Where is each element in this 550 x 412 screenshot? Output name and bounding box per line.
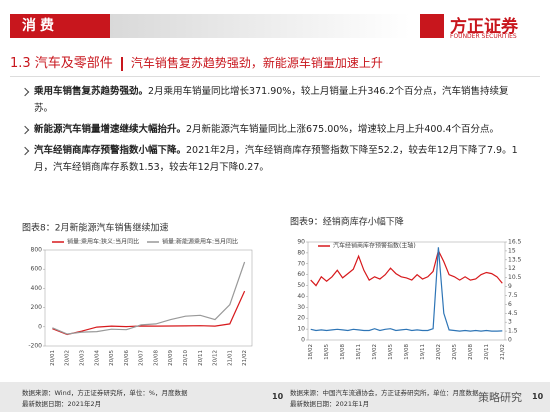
page-number: 10: [532, 392, 544, 401]
legend-label: 汽车经销商库存预警指数(主轴): [333, 242, 416, 250]
bullet-lead: 汽车经销商库存预警指数小幅下降。: [34, 145, 187, 156]
y-tick-label: 30: [297, 304, 305, 311]
x-tick-label: 20/07: [139, 350, 145, 366]
legend-label: 销量:新能源乘用车:当月同比: [162, 238, 238, 246]
header: 消费 方正证券 FOUNDER SECURITIES: [0, 0, 550, 46]
y-tick-label: 10: [297, 326, 305, 333]
source-date: 最新数据日期：2021年1月: [290, 400, 370, 408]
bullet: 乘用车销售复苏趋势强劲。2月乘用车销量同比增长371.90%，较上月销量上升34…: [22, 83, 522, 117]
x-tick-label: 19/08: [404, 344, 410, 360]
x-tick-label: 20/01: [50, 350, 56, 366]
legend-label: 销量:乘用车:狭义:当月同比: [67, 238, 139, 246]
y-tick-label: 70: [297, 260, 305, 267]
x-tick-label: 18/11: [356, 344, 362, 360]
y2-tick-label: 13.5: [508, 256, 522, 263]
y2-tick-label: 10.5: [508, 274, 522, 281]
y-tick-label: -200: [28, 343, 42, 350]
bullets: 乘用车销售复苏趋势强劲。2月乘用车销量同比增长371.90%，较上月销量上升34…: [22, 83, 522, 180]
x-tick-label: 18/08: [340, 344, 346, 360]
x-tick-label: 20/12: [213, 350, 219, 366]
chart-title: 图表9：经销商库存小幅下降: [290, 216, 404, 228]
y-tick-label: 90: [297, 239, 305, 246]
x-tick-label: 21/02: [242, 350, 248, 366]
y2-tick-label: 0: [508, 337, 512, 344]
divider: [120, 56, 123, 71]
x-tick-label: 21/02: [500, 344, 506, 360]
y-tick-label: 200: [31, 304, 43, 311]
x-tick-label: 20/08: [468, 344, 474, 360]
y-tick-label: 800: [31, 247, 43, 254]
chart-title: 图表8：2月新能源汽车销售继续加速: [22, 222, 168, 234]
x-tick-label: 20/05: [109, 350, 115, 366]
y-tick-label: 400: [31, 285, 43, 292]
x-tick-label: 20/06: [124, 350, 130, 366]
section-subtitle: 汽车销售复苏趋势强劲，新能源车销量加速上升: [130, 56, 383, 70]
tag-bar: [110, 14, 410, 38]
plot-frame: [44, 249, 253, 347]
footer: 数据来源：Wind，方正证券研究所，单位：%，月度数据 最新数据日期：2021年…: [0, 382, 550, 412]
bullet: 汽车经销商库存预警指数小幅下降。2021年2月，汽车经销商库存预警指数下降至52…: [22, 142, 522, 176]
bullet-text: 2021年2月，汽车经销商库存预警指数下降至52.2，较去年12月下降了7.9。…: [34, 145, 518, 173]
y-tick-label: 50: [297, 282, 305, 289]
y2-tick-label: 15: [508, 247, 516, 254]
y2-tick-label: 3: [508, 319, 512, 326]
x-tick-label: 20/09: [168, 350, 174, 366]
x-tick-label: 18/02: [308, 344, 314, 360]
x-tick-label: 19/02: [372, 344, 378, 360]
logo-name: 方正证券: [450, 17, 518, 37]
y2-tick-label: 6: [508, 301, 512, 308]
y2-tick-label: 9: [508, 283, 512, 290]
x-tick-label: 20/02: [65, 350, 71, 366]
y-tick-label: 20: [297, 315, 305, 322]
section-tag: 消费: [10, 14, 110, 38]
y-tick-label: 60: [297, 271, 305, 278]
section-number: 1.3 汽车及零部件: [10, 56, 113, 71]
source: 数据来源：Wind，方正证券研究所，单位：%，月度数据: [22, 389, 188, 397]
x-tick-label: 21/01: [227, 350, 233, 366]
y2-tick-label: 1.5: [508, 328, 518, 335]
x-tick-label: 18/05: [324, 344, 330, 360]
series-line: [52, 261, 246, 335]
x-tick-label: 20/08: [153, 350, 159, 366]
bullet-lead: 新能源汽车销量增速继续大幅抬升。: [34, 124, 187, 135]
bullet-text: 2月乘用车销量同比增长371.90%，较上月销量上升346.2个百分点，汽车销售…: [34, 86, 509, 114]
source-date: 最新数据日期：2021年2月: [22, 400, 102, 408]
page-number: 10: [272, 392, 284, 401]
bullet: 新能源汽车销量增速继续大幅抬升。2月新能源汽车销量同比上涨675.00%，增速较…: [22, 121, 522, 138]
y2-tick-label: 16.5: [508, 239, 522, 246]
x-tick-label: 20/11: [198, 350, 204, 366]
y-tick-label: 0: [38, 323, 42, 330]
y2-tick-label: 7.5: [508, 292, 518, 299]
logo-icon: [420, 14, 444, 38]
y2-tick-label: 12: [508, 265, 516, 272]
plot-frame: [307, 241, 506, 341]
series-line: [52, 290, 246, 336]
watermark: 策略研究: [478, 391, 522, 404]
logo: 方正证券 FOUNDER SECURITIES: [420, 12, 540, 46]
series-line: [310, 248, 503, 287]
bullet-lead: 乘用车销售复苏趋势强劲。: [34, 86, 149, 97]
y-tick-label: 40: [297, 293, 305, 300]
x-tick-label: 20/05: [452, 344, 458, 360]
x-tick-label: 20/10: [183, 350, 189, 366]
y-tick-label: 80: [297, 249, 305, 256]
y2-tick-label: 4.5: [508, 310, 518, 317]
logo-en: FOUNDER SECURITIES: [450, 33, 517, 40]
x-tick-label: 20/02: [436, 344, 442, 360]
x-tick-label: 20/03: [79, 350, 85, 366]
series-line: [310, 247, 503, 332]
source: 数据来源：中国汽车流通协会，方正证券研究所，单位：月度数据: [290, 389, 479, 397]
y-tick-label: 0: [301, 337, 305, 344]
x-tick-label: 19/11: [420, 344, 426, 360]
x-tick-label: 20/04: [94, 350, 100, 366]
section-title: 1.3 汽车及零部件 汽车销售复苏趋势强劲，新能源车销量加速上升: [10, 52, 540, 77]
bullet-text: 2月新能源汽车销量同比上涨675.00%，增速较上月上升400.4个百分点。: [186, 124, 500, 135]
x-tick-label: 19/05: [388, 344, 394, 360]
y-tick-label: 600: [31, 266, 43, 273]
x-tick-label: 20/11: [484, 344, 490, 360]
